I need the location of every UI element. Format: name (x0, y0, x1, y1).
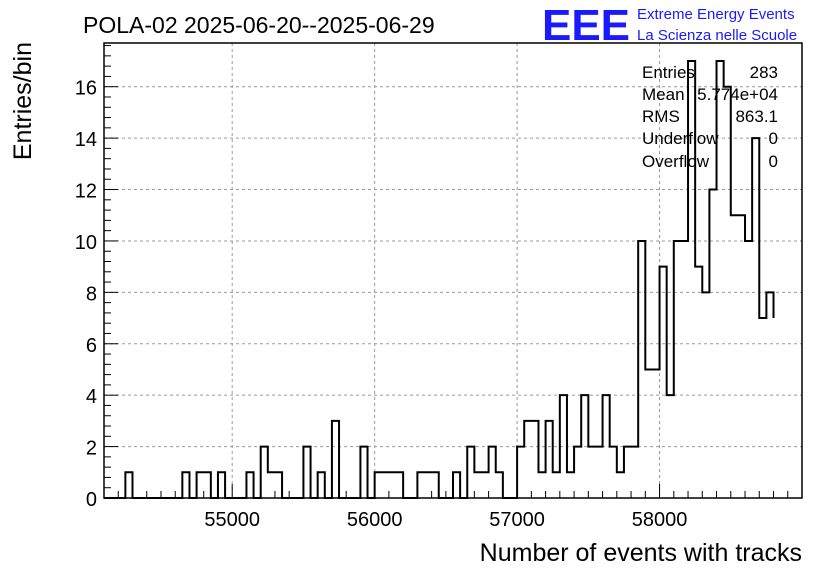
plot-area: 55000 56000 57000 58000 0 2 4 6 8 10 12 14 16 (75, 42, 803, 531)
logo-letters: EEE (542, 1, 630, 50)
stats-rms-label: RMS (642, 107, 680, 126)
y-tick-label: 16 (75, 78, 97, 100)
y-axis-label: Entries/bin (9, 42, 37, 160)
logo-line1: Extreme Energy Events (637, 6, 795, 23)
logo-line2: La Scienza nelle Scuole (637, 27, 797, 44)
stats-entries-label: Entries (642, 63, 695, 82)
x-tick-label: 56000 (347, 509, 403, 531)
y-tick-label: 6 (86, 335, 97, 357)
y-tick-label: 0 (86, 489, 97, 511)
y-tick-label: 2 (86, 438, 97, 460)
grid-lines (104, 43, 802, 498)
x-tick-label: 58000 (632, 509, 688, 531)
chart-title: POLA-02 2025-06-20--2025-06-29 (83, 12, 435, 38)
y-tick-label: 4 (86, 386, 97, 408)
y-tick-label: 12 (75, 181, 97, 203)
axis-ticks (103, 45, 803, 499)
y-tick-label: 8 (86, 283, 97, 305)
stats-overflow-label: Overflow (642, 152, 710, 171)
x-tick-label: 55000 (204, 509, 260, 531)
stats-underflow-label: Underflow (642, 129, 719, 148)
plot-frame (103, 42, 803, 499)
y-tick-label: 14 (75, 129, 97, 151)
stats-entries-value: 283 (750, 63, 778, 82)
tick-labels: 55000 56000 57000 58000 0 2 4 6 8 10 12 14 16 (75, 78, 688, 531)
y-tick-label: 10 (75, 232, 97, 254)
stats-underflow-value: 0 (769, 129, 778, 148)
stats-rms-value: 863.1 (735, 107, 778, 126)
stats-overflow-value: 0 (769, 152, 778, 171)
eee-logo: EEE Extreme Energy Events La Scienza nel… (542, 1, 797, 50)
histogram-outline (104, 59, 775, 499)
stats-mean-value: 5.774e+04 (697, 85, 778, 104)
x-axis-label: Number of events with tracks (480, 539, 802, 567)
stats-box: Entries 283 Mean 5.774e+04 RMS 863.1 Und… (642, 63, 778, 171)
x-tick-label: 57000 (489, 509, 545, 531)
stats-mean-label: Mean (642, 85, 685, 104)
